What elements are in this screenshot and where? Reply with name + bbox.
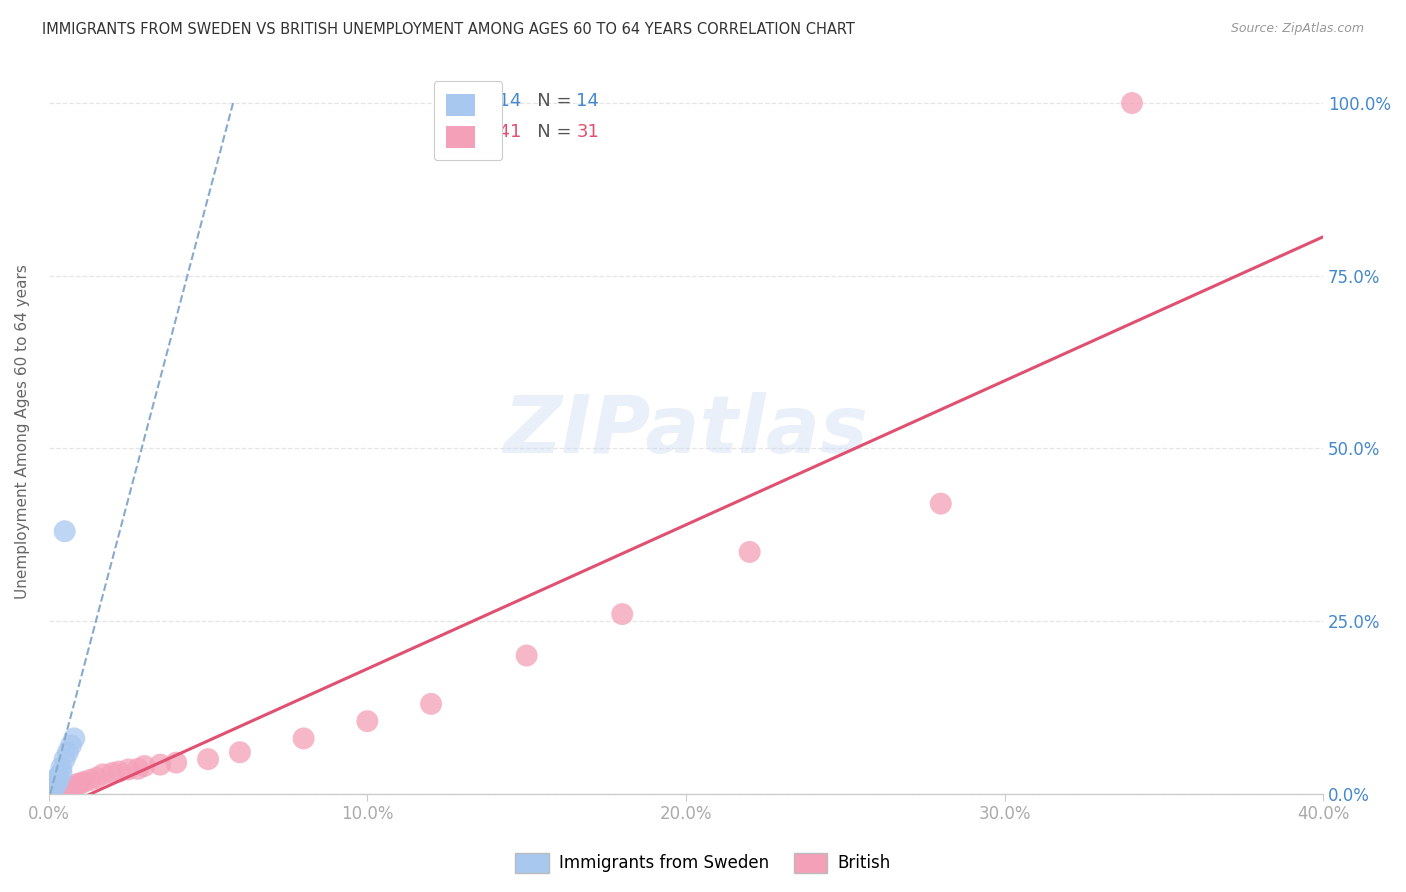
Text: R =: R =	[440, 123, 479, 142]
Point	[101, 766, 124, 780]
Text: R =: R =	[440, 92, 479, 111]
Point	[79, 772, 101, 787]
Point	[63, 780, 86, 794]
Text: 14: 14	[576, 92, 599, 111]
Text: 31: 31	[576, 123, 599, 142]
Point	[356, 714, 378, 728]
Point	[51, 760, 73, 774]
Text: 0.741: 0.741	[471, 123, 522, 142]
Text: Source: ZipAtlas.com: Source: ZipAtlas.com	[1230, 22, 1364, 36]
Point	[56, 745, 79, 759]
Point	[41, 781, 63, 796]
Point	[86, 771, 108, 785]
Point	[60, 739, 83, 753]
Point	[60, 780, 83, 794]
Point	[117, 763, 139, 777]
Point	[51, 766, 73, 780]
Point	[44, 783, 66, 797]
Point	[66, 777, 89, 791]
Point	[44, 780, 66, 794]
Text: 0.514: 0.514	[471, 92, 522, 111]
Point	[69, 776, 91, 790]
Point	[56, 781, 79, 796]
Point	[516, 648, 538, 663]
Point	[108, 764, 131, 779]
Point	[73, 775, 96, 789]
Point	[149, 757, 172, 772]
Point	[165, 756, 187, 770]
Point	[53, 784, 76, 798]
Legend: , : ,	[433, 81, 502, 161]
Point	[41, 784, 63, 798]
Point	[612, 607, 634, 621]
Point	[53, 752, 76, 766]
Text: ZIPatlas: ZIPatlas	[503, 392, 869, 470]
Point	[51, 782, 73, 797]
Point	[229, 745, 252, 759]
Text: N =: N =	[520, 92, 578, 111]
Point	[929, 497, 952, 511]
Point	[63, 731, 86, 746]
Point	[44, 776, 66, 790]
Point	[41, 784, 63, 798]
Text: IMMIGRANTS FROM SWEDEN VS BRITISH UNEMPLOYMENT AMONG AGES 60 TO 64 YEARS CORRELA: IMMIGRANTS FROM SWEDEN VS BRITISH UNEMPL…	[42, 22, 855, 37]
Point	[420, 697, 443, 711]
Point	[738, 545, 761, 559]
Point	[197, 752, 219, 766]
Y-axis label: Unemployment Among Ages 60 to 64 years: Unemployment Among Ages 60 to 64 years	[15, 264, 30, 599]
Text: N =: N =	[520, 123, 578, 142]
Point	[46, 782, 69, 797]
Point	[91, 767, 114, 781]
Point	[53, 524, 76, 539]
Legend: Immigrants from Sweden, British: Immigrants from Sweden, British	[509, 847, 897, 880]
Point	[46, 774, 69, 789]
Point	[44, 772, 66, 787]
Point	[127, 762, 149, 776]
Point	[134, 759, 156, 773]
Point	[1121, 96, 1143, 111]
Point	[46, 769, 69, 783]
Point	[292, 731, 315, 746]
